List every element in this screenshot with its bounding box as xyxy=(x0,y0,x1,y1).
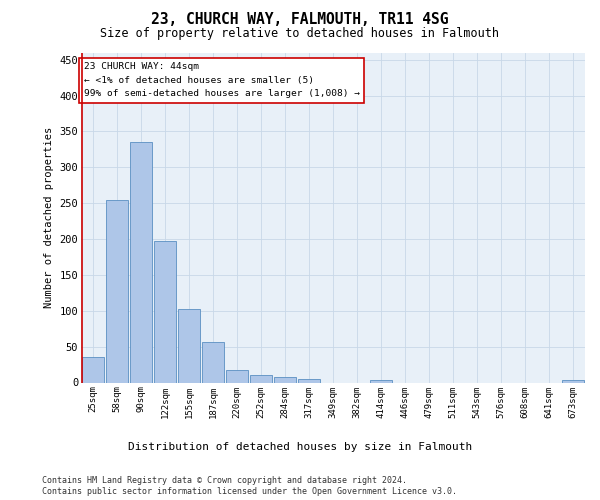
Bar xyxy=(370,380,392,382)
Bar xyxy=(562,380,584,382)
Y-axis label: Number of detached properties: Number of detached properties xyxy=(44,127,54,308)
Bar xyxy=(250,376,272,382)
Bar xyxy=(130,142,152,382)
Bar xyxy=(154,241,176,382)
Text: Distribution of detached houses by size in Falmouth: Distribution of detached houses by size … xyxy=(128,442,472,452)
Bar xyxy=(178,308,200,382)
Text: Contains HM Land Registry data © Crown copyright and database right 2024.: Contains HM Land Registry data © Crown c… xyxy=(42,476,407,485)
Bar xyxy=(226,370,248,382)
Text: 23, CHURCH WAY, FALMOUTH, TR11 4SG: 23, CHURCH WAY, FALMOUTH, TR11 4SG xyxy=(151,12,449,28)
Text: Contains public sector information licensed under the Open Government Licence v3: Contains public sector information licen… xyxy=(42,488,457,496)
Bar xyxy=(82,358,104,382)
Bar xyxy=(202,342,224,382)
Text: 23 CHURCH WAY: 44sqm
← <1% of detached houses are smaller (5)
99% of semi-detach: 23 CHURCH WAY: 44sqm ← <1% of detached h… xyxy=(83,62,359,98)
Bar xyxy=(106,200,128,382)
Bar xyxy=(274,378,296,382)
Bar xyxy=(298,379,320,382)
Text: Size of property relative to detached houses in Falmouth: Size of property relative to detached ho… xyxy=(101,28,499,40)
